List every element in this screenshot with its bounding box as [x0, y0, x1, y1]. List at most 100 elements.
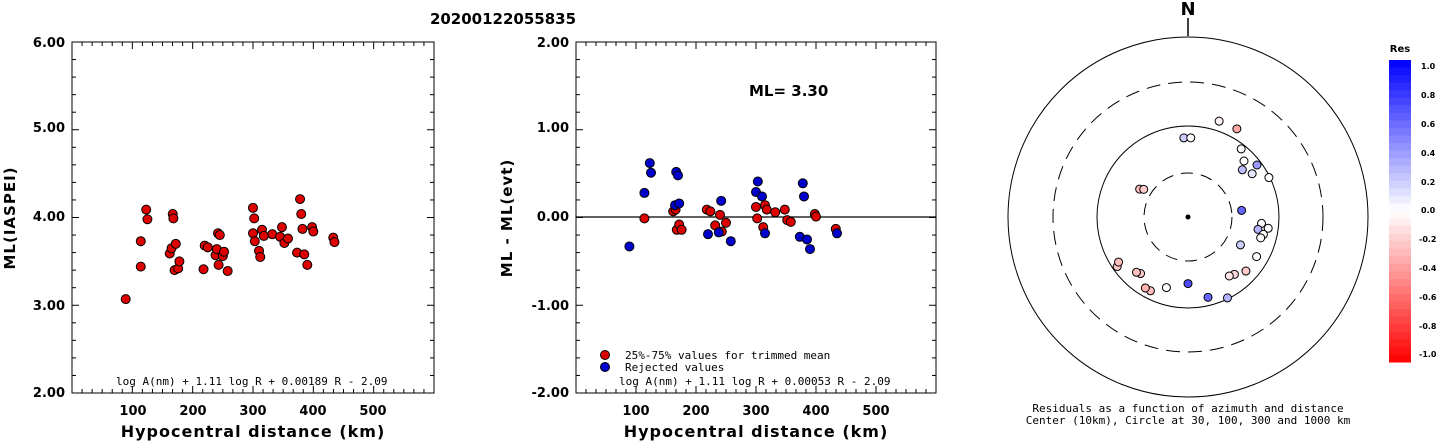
right-formula: log A(nm) + 1.11 log R + 0.00053 R - 2.0… — [619, 375, 891, 388]
circle-300km — [1052, 81, 1324, 353]
magnitude-point — [258, 230, 269, 241]
legend-entry-trimmed: 25%-75% values for trimmed mean — [625, 349, 830, 362]
left-xtick-label: 200 — [179, 404, 206, 419]
station-residual-point — [1241, 266, 1251, 276]
colorbar-cell — [1389, 120, 1411, 129]
colorbar-gradient — [1389, 60, 1411, 363]
right-yaxis-label: ML - ML(evt) — [498, 159, 516, 277]
magnitude-point — [135, 236, 146, 247]
magnitude-point — [120, 294, 131, 305]
north-label: N — [1180, 0, 1195, 20]
colorbar-cell — [1389, 226, 1411, 235]
trimmed-mean-point — [779, 204, 790, 215]
station-residual-point — [1203, 292, 1213, 302]
trimmed-mean-point — [785, 216, 796, 227]
station-residual-point — [1247, 169, 1257, 179]
right-xtick-label: 100 — [622, 404, 649, 419]
magnitude-point — [329, 237, 340, 248]
magnitude-point — [198, 264, 209, 275]
magnitude-point — [222, 266, 233, 277]
station-residual-point — [1263, 223, 1273, 233]
left-xtick-label: 500 — [359, 404, 386, 419]
colorbar-cell — [1389, 286, 1411, 295]
left-ytick-label: 2.00 — [33, 386, 65, 401]
right-xtick-label: 400 — [802, 404, 829, 419]
colorbar-cell — [1389, 82, 1411, 91]
magnitude-point — [295, 194, 306, 205]
left-magnitude-plot: 2.00 3.00 4.00 5.00 6.00 100 200 300 400… — [1, 36, 435, 441]
right-ytick-label: -1.00 — [532, 299, 569, 314]
colorbar-label: -0.2 — [1419, 235, 1437, 244]
residual-plot: -2.00 -1.00 0.00 1.00 2.00 100 200 300 4… — [498, 36, 937, 441]
magnitude-point — [219, 246, 230, 257]
colorbar-cell — [1389, 354, 1411, 363]
epicenter-dot — [1185, 214, 1191, 220]
colorbar-cell — [1389, 248, 1411, 257]
magnitude-point — [302, 259, 313, 270]
station-residual-point — [1186, 133, 1196, 143]
rejected-point — [713, 227, 724, 238]
colorbar-cell — [1389, 127, 1411, 136]
magnitude-point — [282, 233, 293, 244]
colorbar-cell — [1389, 271, 1411, 280]
magnitude-point — [249, 213, 260, 224]
right-xaxis-label: Hypocentral distance (km) — [624, 422, 889, 441]
colorbar-cell — [1389, 331, 1411, 340]
trimmed-mean-point — [676, 224, 687, 235]
rejected-point — [805, 244, 815, 255]
circle-30km — [1143, 172, 1233, 262]
right-xtick-label: 300 — [742, 404, 769, 419]
station-residual-point — [1224, 271, 1234, 281]
colorbar-cell — [1389, 158, 1411, 167]
left-ytick-label: 6.00 — [33, 36, 65, 51]
colorbar-title: Res — [1390, 44, 1410, 55]
rejected-point — [752, 176, 763, 187]
residual-data-points — [624, 158, 842, 255]
station-residual-point — [1256, 233, 1266, 243]
left-xtick-label: 100 — [119, 404, 146, 419]
magnitude-point — [213, 259, 224, 270]
colorbar-cell — [1389, 90, 1411, 99]
event-id-title: 20200122055835 — [430, 10, 576, 28]
left-ytick-label: 4.00 — [33, 210, 65, 225]
legend-marker-trimmed — [600, 350, 610, 360]
rejected-point — [674, 198, 685, 209]
trimmed-mean-point — [811, 211, 821, 222]
rejected-point — [760, 228, 770, 239]
station-residual-point — [1232, 124, 1242, 134]
right-ytick-label: 0.00 — [537, 210, 569, 225]
rejected-point — [673, 170, 683, 181]
magnitude-point — [249, 236, 260, 247]
colorbar-cell — [1389, 165, 1411, 174]
magnitude-point — [276, 222, 287, 233]
colorbar-label: 0.6 — [1421, 120, 1436, 129]
polar-caption-line2: Center (10km), Circle at 30, 100, 300 an… — [1026, 414, 1351, 427]
right-axis-ticks — [576, 42, 936, 393]
station-residual-point — [1235, 240, 1245, 250]
rejected-point — [639, 187, 650, 198]
azimuth-residual-plot: N Residuals as a function of azimuth and… — [1007, 0, 1369, 427]
rejected-point — [797, 178, 808, 189]
magnitude-point — [135, 261, 146, 272]
residual-colorbar: Res 1.0 0.8 0.6 0.4 0.2 0.0 -0.2 -0.4 -0… — [1389, 44, 1437, 363]
colorbar-cell — [1389, 346, 1411, 355]
magnitude-point — [141, 204, 152, 215]
station-residual-point — [1252, 252, 1262, 262]
station-residual-point — [1237, 165, 1247, 175]
left-yaxis-label: ML(IASPEI) — [1, 166, 19, 269]
ml-value-label: ML= 3.30 — [749, 82, 828, 100]
left-axis-ticks — [72, 42, 434, 393]
trimmed-mean-point — [721, 217, 731, 228]
left-ytick-label: 5.00 — [33, 121, 65, 136]
circle-100km — [1096, 125, 1280, 309]
colorbar-cell — [1389, 150, 1411, 159]
colorbar-cell — [1389, 241, 1411, 250]
station-residual-point — [1222, 293, 1232, 303]
colorbar-cell — [1389, 75, 1411, 84]
colorbar-cell — [1389, 143, 1411, 152]
colorbar-cell — [1389, 180, 1411, 189]
magnitude-point — [248, 202, 258, 213]
right-ytick-label: -2.00 — [532, 386, 569, 401]
